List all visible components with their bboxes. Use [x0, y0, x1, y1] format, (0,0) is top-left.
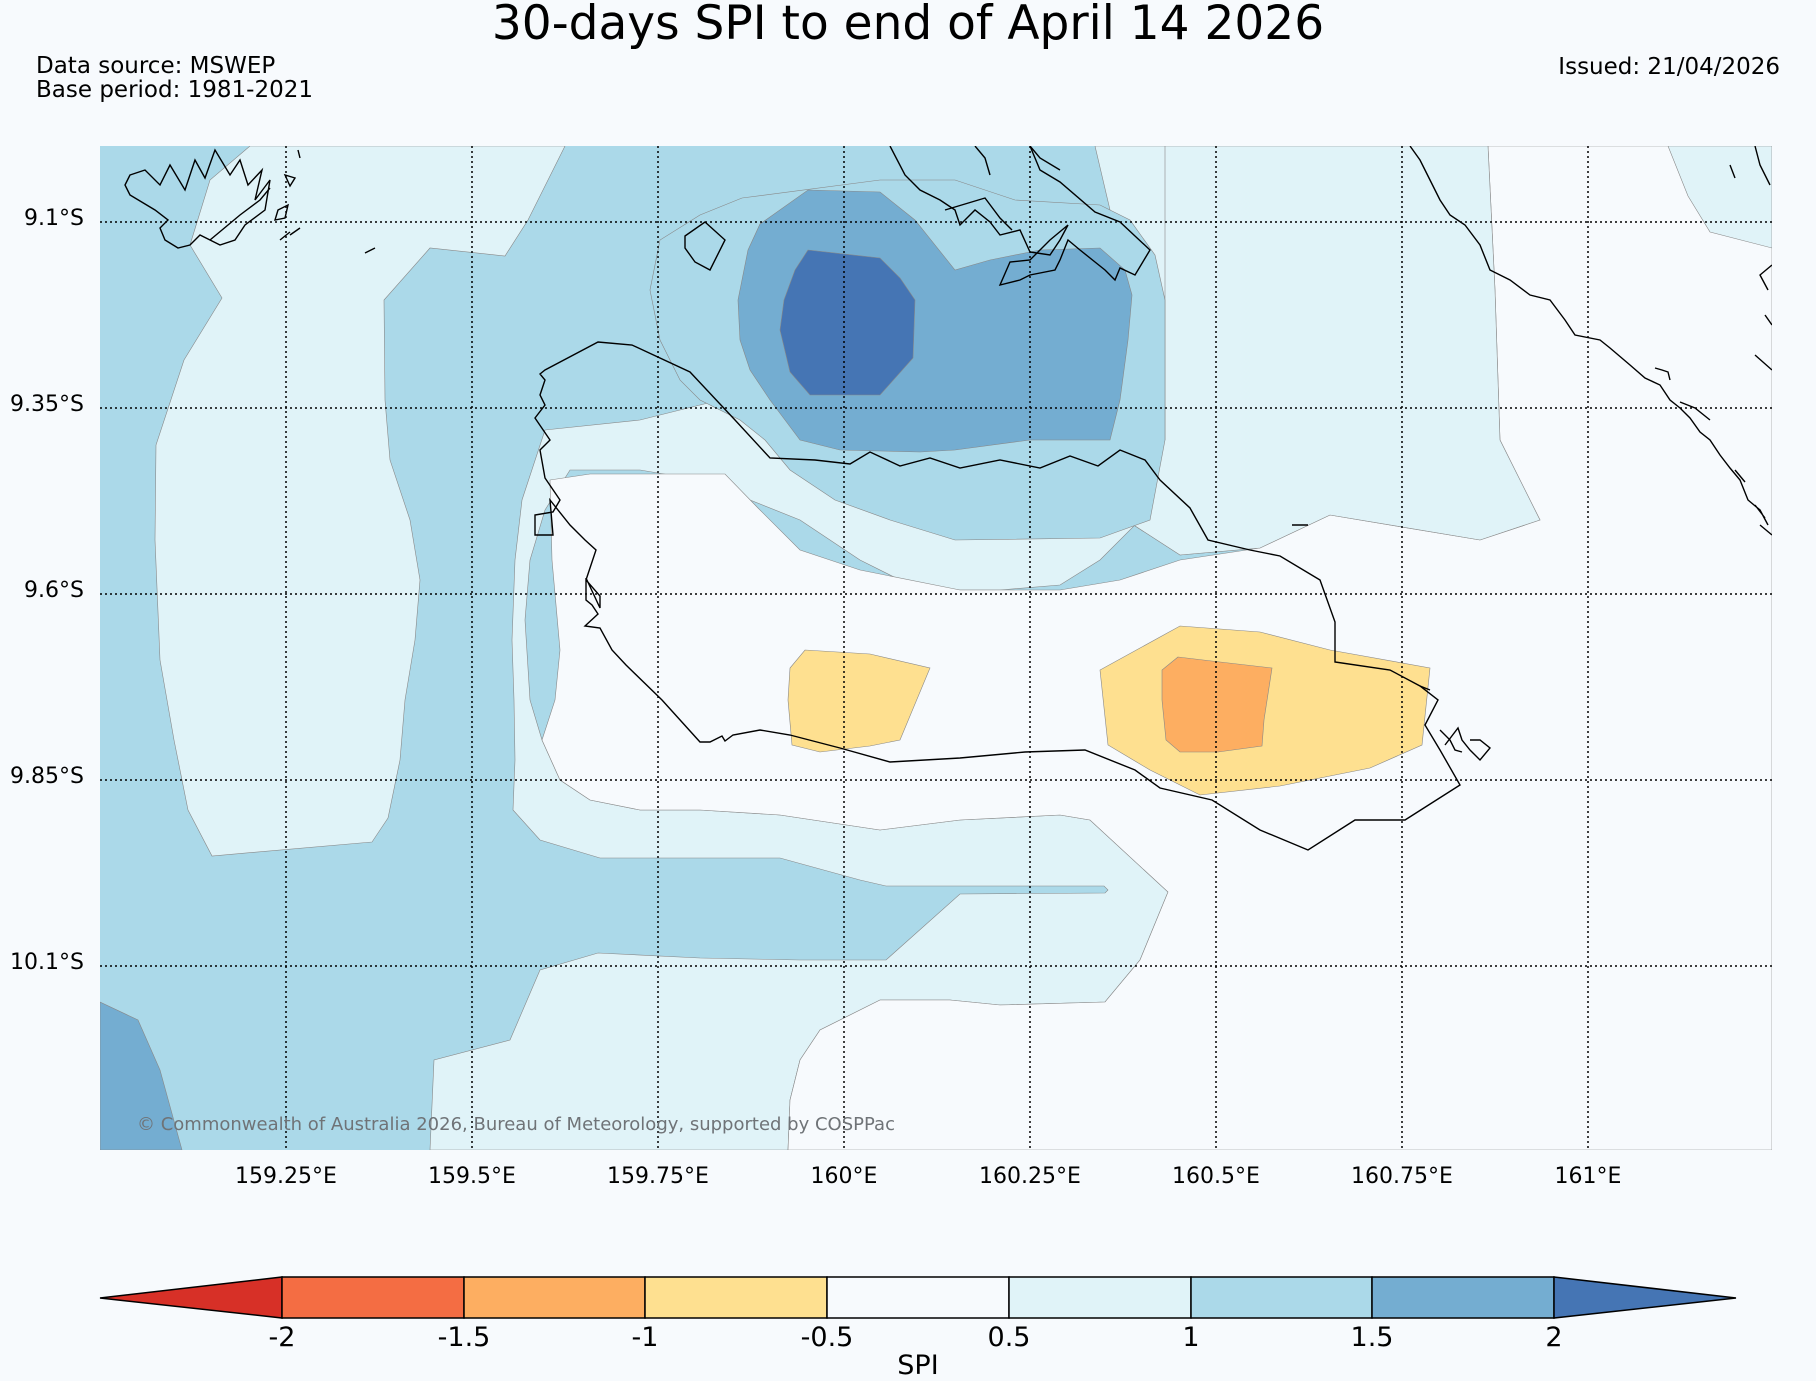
data-source: Data source: MSWEP — [36, 53, 276, 79]
colorbar-tick-2: -1.5 — [437, 1322, 491, 1353]
island-malaita-east — [1729, 146, 1772, 371]
lon-label-160: 160°E — [810, 1164, 878, 1189]
lon-label-160-25: 160.25°E — [979, 1164, 1081, 1189]
colorbar-bin-1 — [281, 1276, 465, 1319]
island-florida-north — [944, 146, 1061, 231]
lon-label-161: 161°E — [1554, 1164, 1622, 1189]
colorbar-bin-2 — [463, 1276, 646, 1319]
colorbar-tick-4: -0.5 — [800, 1322, 854, 1353]
colorbar-bin-4 — [826, 1276, 1010, 1319]
colorbar-tick-5: 0.5 — [987, 1322, 1031, 1353]
issued-date: Issued: 21/04/2026 — [1558, 54, 1780, 80]
colorbar-bin-7 — [1371, 1276, 1555, 1319]
metadata-left: Data source: MSWEP Base period: 1981-202… — [36, 54, 313, 102]
lon-label-159-5: 159.5°E — [428, 1164, 516, 1189]
gridlines — [100, 146, 1772, 1150]
lat-label-9-35: 9.35°S — [10, 392, 84, 417]
colorbar-tick-6: 1 — [1182, 1322, 1200, 1353]
lon-label-160-5: 160.5°E — [1172, 1164, 1260, 1189]
lon-label-160-75: 160.75°E — [1351, 1164, 1453, 1189]
colorbar-tick-7: 1.5 — [1350, 1322, 1394, 1353]
colorbar — [99, 1276, 1737, 1319]
island-se-islets — [1292, 524, 1491, 762]
contour-very-dry-east — [1161, 656, 1273, 753]
copyright-notice: © Commonwealth of Australia 2026, Bureau… — [137, 1114, 895, 1135]
island-guadalcanal-coast — [534, 341, 1461, 851]
lat-label-9-1: 9.1°S — [24, 206, 84, 231]
colorbar-label: SPI — [897, 1350, 939, 1381]
lat-label-10-1: 10.1°S — [10, 950, 84, 975]
contour-moderate-wet-left — [154, 146, 566, 857]
island-russell-detail — [209, 149, 376, 254]
colorbar-tick-1: -2 — [268, 1322, 296, 1353]
lon-label-159-25: 159.25°E — [235, 1164, 337, 1189]
colorbar-bin-5 — [1008, 1276, 1192, 1319]
colorbar-extend-max — [1553, 1276, 1737, 1319]
colorbar-extend-min — [99, 1276, 283, 1319]
island-florida-coast — [889, 146, 1151, 287]
island-russell-coast — [124, 148, 271, 249]
contour-extremely-wet — [779, 249, 916, 396]
lat-label-9-6: 9.6°S — [24, 578, 84, 603]
lat-label-9-85: 9.85°S — [10, 764, 84, 789]
colorbar-bin-3 — [644, 1276, 828, 1319]
lon-label-159-75: 159.75°E — [607, 1164, 709, 1189]
colorbar-bin-6 — [1190, 1276, 1373, 1319]
base-period: Base period: 1981-2021 — [36, 77, 314, 103]
map-plot-area — [100, 146, 1772, 1150]
map-title: 30-days SPI to end of April 14 2026 — [491, 0, 1325, 51]
contour-very-wet-sw — [100, 1001, 183, 1150]
colorbar-tick-3: -1 — [631, 1322, 659, 1353]
colorbar-tick-8: 2 — [1545, 1322, 1563, 1353]
